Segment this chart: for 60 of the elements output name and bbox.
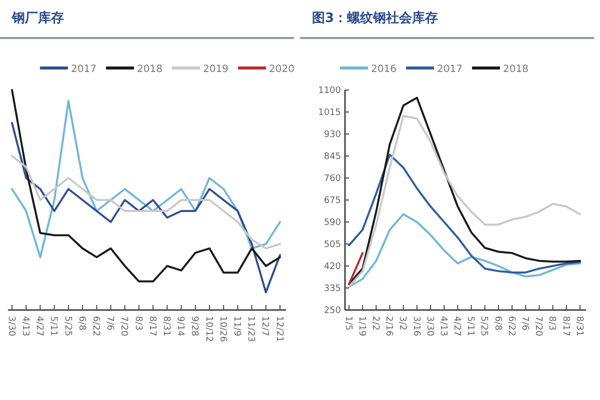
x-tick-label: 1/19 [356, 316, 366, 336]
x-tick-label: 4/27 [452, 316, 462, 336]
y-tick-label: 930 [324, 130, 342, 140]
y-tick-label: 250 [324, 306, 342, 316]
x-tick-label: 9/28 [189, 316, 200, 336]
legend-label: 2016 [371, 64, 396, 75]
x-tick-label: 2/2 [370, 316, 380, 330]
x-tick-label: 6/22 [506, 316, 516, 336]
x-tick-label: 11/23 [246, 316, 256, 342]
x-tick-label: 12/21 [274, 316, 284, 342]
y-tick-label: 675 [324, 196, 341, 206]
x-tick-label: 6/8 [76, 316, 86, 331]
x-tick-label: 4/13 [20, 316, 30, 336]
x-tick-label: 5/11 [48, 316, 58, 336]
x-tick-label: 3/30 [6, 316, 16, 336]
line-series [348, 213, 581, 288]
x-tick-label: 2/16 [384, 316, 394, 336]
x-tick-label: 12/7 [260, 316, 270, 336]
y-tick-label: 1015 [318, 108, 341, 118]
x-tick-label: 5/11 [465, 316, 476, 336]
legend-label: 2019 [203, 64, 228, 75]
legend-label: 2018 [503, 64, 528, 75]
x-tick-label: 6/8 [492, 316, 502, 331]
x-tick-label: 8/3 [546, 316, 557, 330]
x-tick-label: 11/9 [232, 316, 242, 336]
x-tick-label: 8/17 [560, 316, 570, 336]
legend-label: 2017 [71, 64, 96, 75]
chart-title: 钢厂库存 [11, 10, 64, 26]
x-tick-label: 3/16 [410, 316, 421, 336]
x-tick-label: 5/25 [478, 316, 489, 336]
x-tick-label: 4/27 [34, 316, 44, 336]
x-tick-label: 8/3 [132, 316, 143, 330]
legend-label: 2018 [137, 64, 162, 75]
x-tick-label: 7/20 [118, 316, 129, 336]
y-tick-label: 505 [324, 240, 341, 250]
x-tick-label: 3/2 [397, 316, 408, 330]
x-tick-label: 6/22 [90, 316, 100, 336]
x-tick-label: 7/20 [533, 316, 544, 336]
legend-label: 2020 [269, 64, 294, 75]
y-tick-label: 590 [324, 218, 342, 228]
x-tick-label: 3/30 [424, 316, 434, 336]
x-tick-label: 7/6 [104, 316, 115, 331]
legend-label: 2017 [437, 64, 462, 75]
y-tick-label: 1100 [318, 86, 342, 96]
y-tick-label: 760 [324, 174, 342, 184]
y-tick-label: 845 [324, 152, 341, 162]
y-tick-label: 335 [324, 284, 341, 294]
x-tick-label: 8/17 [146, 316, 157, 336]
x-tick-label: 10/26 [217, 316, 228, 342]
x-tick-label: 9/14 [175, 316, 186, 336]
x-tick-label: 1/5 [342, 316, 353, 330]
x-tick-label: 7/6 [519, 316, 530, 331]
chart-title: 图3：螺纹钢社会库存 [312, 10, 438, 26]
line-series [348, 154, 581, 274]
x-tick-label: 8/31 [574, 316, 584, 336]
y-tick-label: 420 [324, 262, 342, 272]
x-tick-label: 10/12 [203, 316, 214, 342]
x-tick-label: 8/31 [161, 316, 172, 336]
x-tick-label: 5/25 [62, 316, 72, 336]
x-tick-label: 4/13 [438, 316, 448, 336]
